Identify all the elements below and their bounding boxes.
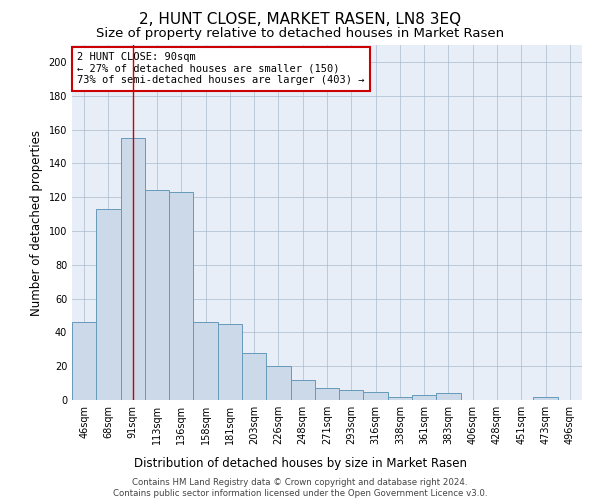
- Bar: [315, 388, 339, 400]
- Bar: [72, 322, 96, 400]
- Bar: [121, 138, 145, 400]
- Bar: [169, 192, 193, 400]
- Text: 2, HUNT CLOSE, MARKET RASEN, LN8 3EQ: 2, HUNT CLOSE, MARKET RASEN, LN8 3EQ: [139, 12, 461, 28]
- Bar: [266, 366, 290, 400]
- Bar: [218, 324, 242, 400]
- Bar: [96, 209, 121, 400]
- Bar: [145, 190, 169, 400]
- Bar: [364, 392, 388, 400]
- Bar: [242, 352, 266, 400]
- Y-axis label: Number of detached properties: Number of detached properties: [30, 130, 43, 316]
- Text: Size of property relative to detached houses in Market Rasen: Size of property relative to detached ho…: [96, 28, 504, 40]
- Text: Contains HM Land Registry data © Crown copyright and database right 2024.
Contai: Contains HM Land Registry data © Crown c…: [113, 478, 487, 498]
- Bar: [193, 322, 218, 400]
- Bar: [533, 396, 558, 400]
- Bar: [290, 380, 315, 400]
- Text: Distribution of detached houses by size in Market Rasen: Distribution of detached houses by size …: [133, 458, 467, 470]
- Bar: [388, 396, 412, 400]
- Bar: [339, 390, 364, 400]
- Text: 2 HUNT CLOSE: 90sqm
← 27% of detached houses are smaller (150)
73% of semi-detac: 2 HUNT CLOSE: 90sqm ← 27% of detached ho…: [77, 52, 365, 86]
- Bar: [412, 395, 436, 400]
- Bar: [436, 393, 461, 400]
